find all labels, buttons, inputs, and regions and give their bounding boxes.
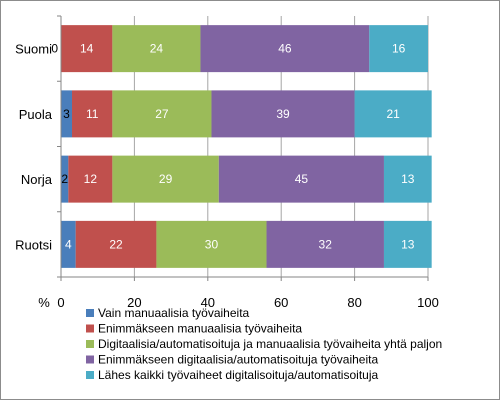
data-label: 13: [401, 172, 415, 186]
legend-swatch: [86, 355, 94, 364]
bar-segment: [112, 25, 201, 73]
bar-segment: [383, 220, 432, 268]
bars: 0 14 24 46 16 3 11 27 39 21 2 12 29 45 13 4 22 30 32 13: [51, 25, 432, 268]
bar-segment: [61, 155, 69, 203]
data-label: 0: [51, 42, 58, 56]
bar-segment: [75, 220, 157, 268]
legend-label: Vain manuaalisia työvaiheita: [98, 306, 250, 320]
data-label: 29: [159, 172, 173, 186]
bar-segment: [354, 90, 432, 138]
category-label: Norja: [21, 172, 53, 187]
bar-segment: [211, 90, 355, 138]
data-label: 46: [278, 42, 292, 56]
data-label: 3: [63, 107, 70, 121]
data-label: 21: [386, 107, 400, 121]
bar-segment: [369, 25, 428, 73]
data-label: 11: [86, 107, 99, 121]
data-label: 13: [401, 237, 415, 251]
legend-label: Digitaalisia/automatisoituja ja manuaali…: [98, 337, 442, 351]
bar-segment: [218, 155, 384, 203]
legend-label: Enimmäkseen digitaalisia/automatisoituja…: [98, 353, 378, 367]
bar-segment: [200, 25, 370, 73]
bar-segment: [266, 220, 384, 268]
data-label: 39: [276, 107, 290, 121]
data-label: 45: [295, 172, 309, 186]
legend-label: Enimmäkseen manuaalisia työvaiheita: [98, 322, 302, 336]
bar-segment: [72, 90, 113, 138]
bar-segment: [383, 155, 432, 203]
category-label: Suomi: [15, 42, 52, 57]
data-label: 2: [61, 172, 68, 186]
x-unit-label: %: [38, 295, 50, 310]
data-label: 30: [205, 237, 219, 251]
legend-swatch: [86, 309, 94, 317]
legend-swatch: [86, 340, 94, 348]
bar-segment: [156, 220, 267, 268]
data-label: 16: [392, 42, 406, 56]
data-label: 14: [80, 42, 94, 56]
bar-segment: [61, 25, 113, 73]
data-label: 22: [109, 237, 123, 251]
x-tick-label: 40: [201, 295, 215, 310]
legend-swatch: [86, 371, 94, 379]
legend-label: Lähes kaikki työvaiheet digitalisoituja/…: [98, 368, 378, 382]
x-tick-label: 0: [57, 295, 64, 310]
bar-segment: [61, 90, 73, 138]
x-tick-label: 100: [417, 295, 439, 310]
category-label: Puola: [19, 107, 53, 122]
legend-swatch: [86, 324, 94, 333]
category-label: Ruotsi: [15, 237, 52, 252]
x-tick-label: 20: [127, 295, 141, 310]
data-label: 12: [84, 172, 98, 186]
x-tick-label: 60: [274, 295, 288, 310]
x-tick-label: 80: [347, 295, 361, 310]
legend: Vain manuaalisia työvaiheita Enimmäkseen …: [86, 306, 442, 382]
data-label: 24: [150, 42, 164, 56]
data-label: 4: [65, 237, 72, 251]
data-label: 27: [155, 107, 169, 121]
bar-segment: [61, 220, 76, 268]
data-label: 32: [319, 237, 333, 251]
bar-segment: [112, 155, 219, 203]
bar-segment: [68, 155, 113, 203]
bar-segment: [112, 90, 212, 138]
